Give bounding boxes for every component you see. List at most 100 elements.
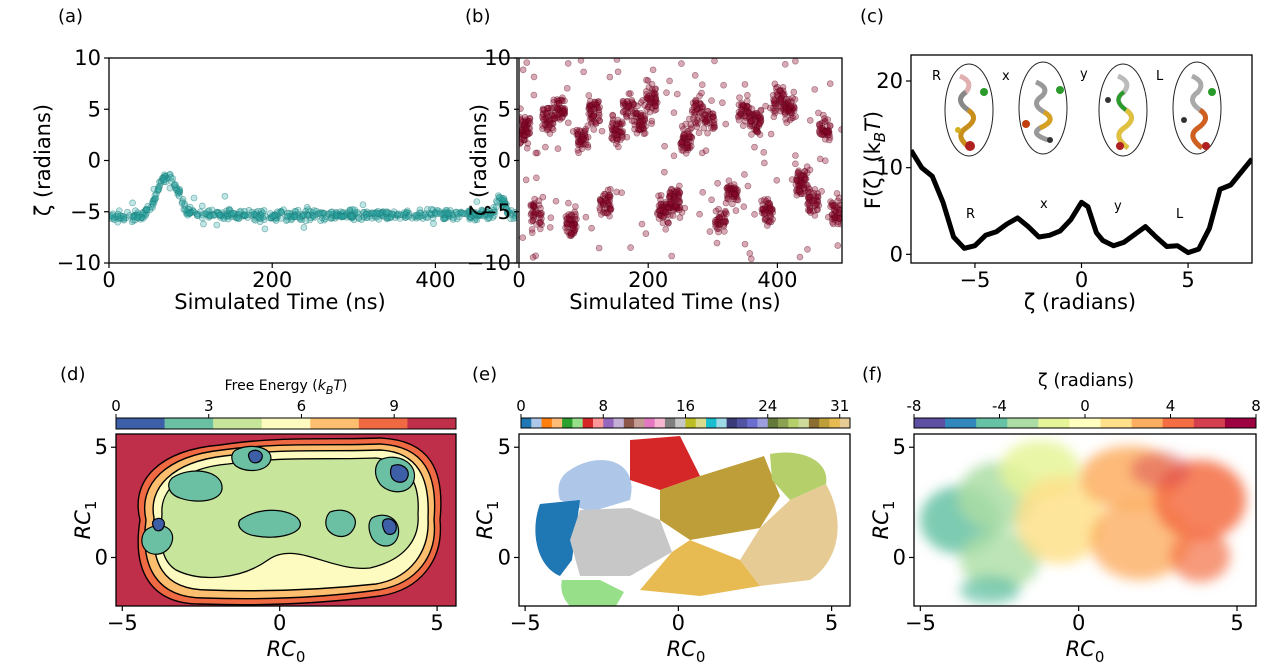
scatter-point bbox=[542, 143, 549, 151]
cluster-region-i bbox=[561, 580, 624, 606]
scatter-point bbox=[598, 127, 606, 135]
scatter-point bbox=[588, 224, 595, 232]
scatter-point bbox=[751, 143, 758, 151]
scatter-point bbox=[615, 143, 622, 151]
scatter-point bbox=[519, 118, 527, 126]
scatter-point bbox=[826, 80, 834, 87]
scatter-point bbox=[564, 60, 572, 67]
inset-label-r: R bbox=[932, 69, 941, 84]
inset-label-l: L bbox=[1156, 69, 1164, 84]
scatter-point bbox=[721, 228, 728, 235]
scatter-point bbox=[744, 91, 751, 99]
colorbar-e-color-segment bbox=[808, 418, 820, 428]
scatter-point bbox=[761, 159, 768, 167]
scatter-point bbox=[554, 145, 562, 153]
scatter-point bbox=[120, 215, 128, 223]
a-xtick-label: 200 bbox=[252, 268, 292, 292]
scatter-point bbox=[580, 135, 587, 143]
b-ytick-label: −10 bbox=[467, 251, 511, 275]
scatter-point bbox=[596, 206, 604, 214]
scatter-point bbox=[198, 214, 206, 222]
scatter-point bbox=[661, 168, 668, 176]
scatter-point bbox=[648, 104, 656, 112]
scatter-point bbox=[528, 229, 536, 237]
scatter-point bbox=[698, 89, 705, 97]
scatter-point bbox=[825, 136, 833, 144]
scatter-point bbox=[746, 250, 754, 257]
scatter-point bbox=[499, 194, 507, 202]
scatter-point bbox=[725, 177, 733, 185]
scatter-point bbox=[387, 214, 395, 221]
scatter-point bbox=[261, 225, 269, 233]
scatter-point bbox=[129, 199, 136, 207]
colorbar-d-color-segment bbox=[261, 418, 311, 429]
b-ytick-label: 5 bbox=[498, 97, 511, 121]
scatter-point bbox=[312, 207, 320, 215]
colorbar-e-color-segment bbox=[664, 418, 676, 428]
e-ytick-label: 0 bbox=[498, 545, 511, 569]
scatter-point bbox=[519, 66, 527, 74]
scatter-point bbox=[607, 205, 615, 213]
scatter-point bbox=[539, 122, 546, 129]
e-ytick-label: 5 bbox=[498, 435, 511, 459]
colorbar-e-color-segment bbox=[695, 418, 707, 428]
y-axis-label-e: RC1 bbox=[473, 501, 502, 540]
scatter-point bbox=[708, 97, 715, 104]
scatter-point bbox=[790, 102, 797, 110]
scatter-point bbox=[722, 199, 730, 207]
colorbar-e bbox=[520, 417, 851, 429]
colorbar-e-color-segment bbox=[726, 418, 738, 428]
f-xtick-label: −5 bbox=[905, 611, 936, 635]
scatter-point bbox=[519, 234, 527, 241]
scatter-point bbox=[613, 131, 621, 138]
molecule-insets: R x y L bbox=[932, 61, 1222, 157]
scatter-point bbox=[682, 120, 690, 128]
minimum-label-y: y bbox=[1114, 199, 1122, 214]
scatter-point bbox=[738, 106, 745, 114]
contour-level-5g bbox=[325, 509, 356, 538]
colorbar-e-color-segment bbox=[541, 418, 553, 428]
scatter-point bbox=[766, 204, 774, 211]
b-ytick-label: 10 bbox=[484, 46, 511, 70]
colorbar-f-color-segment bbox=[1162, 418, 1195, 428]
scatter-point bbox=[162, 178, 170, 186]
scatter-point bbox=[181, 206, 189, 214]
scatter-point bbox=[736, 94, 743, 101]
scatter-point bbox=[743, 103, 751, 110]
colorbar-e-color-segment bbox=[603, 418, 615, 428]
scatter-point bbox=[213, 221, 221, 229]
scatter-point bbox=[619, 97, 627, 105]
scatter-point bbox=[821, 135, 829, 143]
colorbar-d-color-segment bbox=[358, 418, 408, 429]
e-xtick-label: −5 bbox=[510, 611, 541, 635]
scatter-point bbox=[818, 131, 826, 138]
scatter-point bbox=[533, 174, 540, 182]
scatter-point bbox=[757, 107, 765, 115]
scatter-point bbox=[545, 123, 553, 131]
scatter-point bbox=[676, 189, 683, 197]
scatter-point bbox=[532, 208, 539, 216]
scatter-point bbox=[510, 215, 517, 222]
scatter-point bbox=[661, 142, 668, 150]
helix-l bbox=[1181, 73, 1216, 150]
scatter-point bbox=[472, 210, 480, 218]
colorbar-e-color-segment bbox=[634, 418, 645, 428]
scatter-point bbox=[732, 190, 739, 198]
scatter-point bbox=[576, 127, 583, 134]
scatter-point bbox=[558, 114, 566, 122]
inset-label-y: y bbox=[1080, 67, 1088, 82]
scatter-point bbox=[712, 217, 719, 224]
scatter-point bbox=[807, 209, 814, 216]
scatter-point bbox=[539, 193, 547, 201]
scatter-point bbox=[764, 222, 771, 229]
scatter-point bbox=[719, 99, 726, 107]
scatter-point bbox=[255, 214, 262, 221]
scatter-point bbox=[648, 120, 655, 127]
scatter-point bbox=[638, 220, 646, 228]
colorbar-e-color-segment bbox=[788, 418, 800, 428]
c-xtick-label: 0 bbox=[1075, 268, 1088, 292]
colorbar-f-tick-label: -8 bbox=[907, 397, 922, 415]
scatter-point bbox=[670, 152, 678, 160]
inset-label-x: x bbox=[1002, 69, 1010, 84]
